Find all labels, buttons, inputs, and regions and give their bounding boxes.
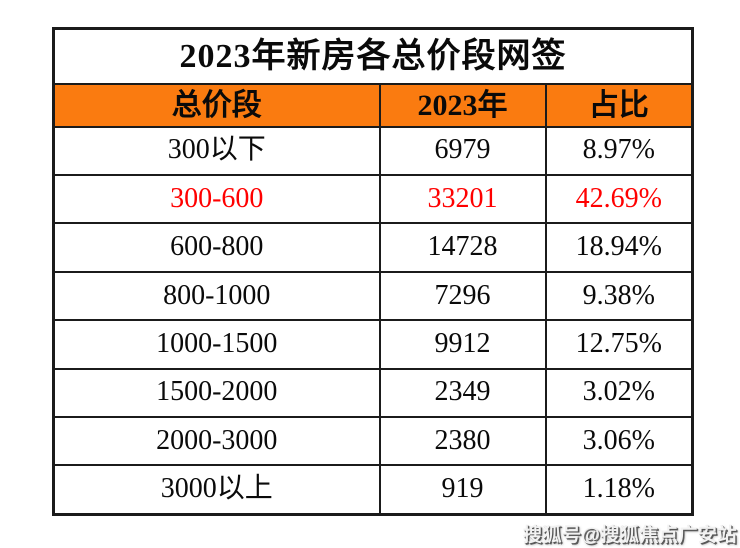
table-header-row: 总价段 2023年 占比 xyxy=(52,82,694,128)
share-cell: 18.94% xyxy=(544,222,694,273)
count-cell: 14728 xyxy=(378,222,547,273)
share-cell: 3.02% xyxy=(544,367,694,418)
table-row: 600-800 14728 18.94% xyxy=(52,222,694,273)
table-title: 2023年新房各总价段网签 xyxy=(52,27,694,85)
range-cell: 800-1000 xyxy=(52,270,381,322)
table-row: 1000-1500 9912 12.75% xyxy=(52,319,694,370)
count-cell: 919 xyxy=(378,464,547,516)
share-cell: 3.06% xyxy=(544,415,694,467)
share-cell: 12.75% xyxy=(544,319,694,370)
column-header-year: 2023年 xyxy=(378,82,547,128)
table-row: 2000-3000 2380 3.06% xyxy=(52,415,694,467)
table-title-row: 2023年新房各总价段网签 xyxy=(52,27,694,85)
table-row: 800-1000 7296 9.38% xyxy=(52,270,694,322)
range-cell: 2000-3000 xyxy=(52,415,381,467)
share-cell: 9.38% xyxy=(544,270,694,322)
range-cell: 1000-1500 xyxy=(52,319,381,370)
price-segment-table: 2023年新房各总价段网签 总价段 2023年 占比 300以下 6979 8.97… xyxy=(52,27,694,516)
table-body: 300以下 6979 8.97% 300-600 33201 42.69% 600-800 1… xyxy=(52,125,694,516)
range-cell: 300以下 xyxy=(52,125,381,176)
column-header-range: 总价段 xyxy=(52,82,381,128)
sohu-watermark: 搜狐号@搜狐焦点广安站 xyxy=(522,525,737,546)
count-cell: 2380 xyxy=(378,415,547,467)
count-cell: 6979 xyxy=(378,125,547,176)
count-cell: 7296 xyxy=(378,270,547,322)
table-row: 300以下 6979 8.97% xyxy=(52,125,694,176)
share-cell: 8.97% xyxy=(544,125,694,176)
share-cell: 1.18% xyxy=(544,464,694,516)
range-cell: 3000以上 xyxy=(52,464,381,516)
count-cell: 2349 xyxy=(378,367,547,418)
column-header-share: 占比 xyxy=(544,82,694,128)
range-cell: 600-800 xyxy=(52,222,381,273)
count-cell: 33201 xyxy=(378,173,547,225)
share-cell: 42.69% xyxy=(544,173,694,225)
range-cell: 1500-2000 xyxy=(52,367,381,418)
table-row: 3000以上 919 1.18% xyxy=(52,464,694,516)
count-cell: 9912 xyxy=(378,319,547,370)
range-cell: 300-600 xyxy=(52,173,381,225)
table-row: 1500-2000 2349 3.02% xyxy=(52,367,694,418)
table-row: 300-600 33201 42.69% xyxy=(52,173,694,225)
